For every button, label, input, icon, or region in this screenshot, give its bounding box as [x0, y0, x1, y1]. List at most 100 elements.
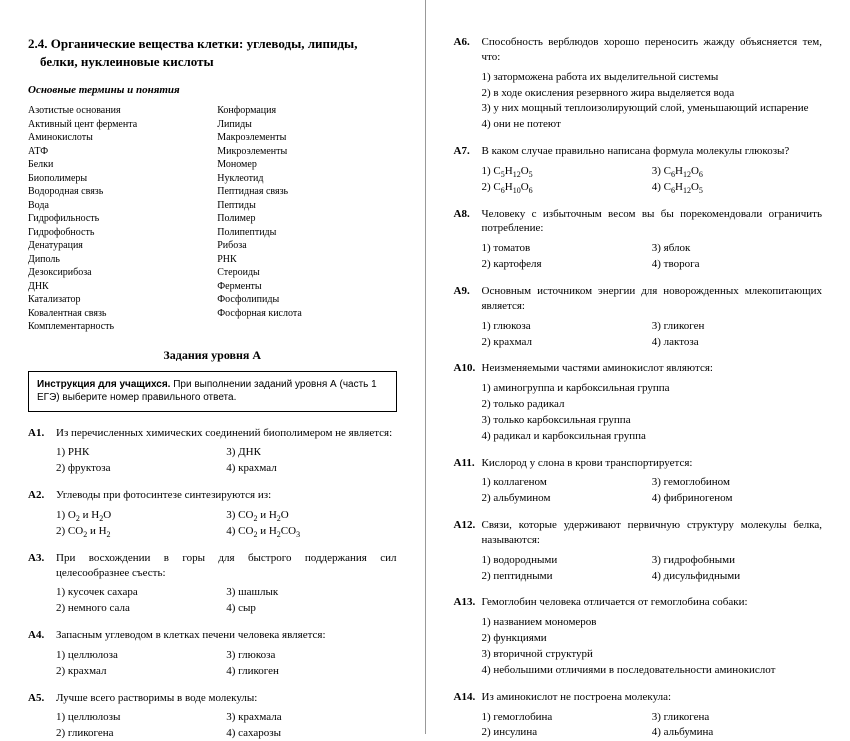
term-item: Биополимеры	[28, 172, 207, 186]
q-text: Человеку с избыточным весом вы бы пореко…	[482, 207, 823, 237]
opt: 4) радикал и карбоксильная группа	[482, 429, 823, 444]
opt: 1) РНК	[56, 445, 226, 460]
term-item: АТФ	[28, 145, 207, 159]
q-text: Неизменяемыми частями аминокислот являют…	[482, 361, 823, 376]
term-item: Водородная связь	[28, 185, 207, 199]
question-a5: А5. Лучше всего растворимы в воде молеку…	[28, 691, 397, 741]
opt: 1) глюкоза	[482, 319, 652, 334]
page: 2.4. Органические вещества клетки: углев…	[0, 0, 850, 734]
q-num: А14.	[454, 690, 482, 705]
q-text: В каком случае правильно написана формул…	[482, 144, 823, 159]
opt: 3) гликогена	[652, 710, 822, 725]
q-text: Основным источником энергии для новорожд…	[482, 284, 823, 314]
q-num: А11.	[454, 456, 482, 471]
opt: 4) лактоза	[652, 335, 822, 350]
question-a10: А10. Неизменяемыми частями аминокислот я…	[454, 361, 823, 443]
opt: 2) фруктоза	[56, 461, 226, 476]
instruction-box: Инструкция для учащихся. При выполнении …	[28, 371, 397, 412]
opt: 1) водородными	[482, 553, 652, 568]
opt: 4) небольшими отличиями в последовательн…	[482, 663, 823, 678]
question-a1: А1. Из перечисленных химических соединен…	[28, 426, 397, 477]
term-item: Рибоза	[217, 239, 396, 253]
opt: 2) функциями	[482, 631, 823, 646]
opt: 3) гемоглобином	[652, 475, 822, 490]
opt: 1) заторможена работа их выделительной с…	[482, 70, 823, 85]
term-item: Полимер	[217, 212, 396, 226]
terms-heading: Основные термины и понятия	[28, 84, 397, 96]
opt: 1) аминогруппа и карбоксильная группа	[482, 381, 823, 396]
term-item: Пептиды	[217, 199, 396, 213]
term-item: Липиды	[217, 118, 396, 132]
question-a12: А12. Связи, которые удерживают первичную…	[454, 518, 823, 583]
term-item: Фосфорная кислота	[217, 307, 396, 321]
q-text: Запасным углеводом в клетках печени чело…	[56, 628, 397, 643]
opt: 2) только радикал	[482, 397, 823, 412]
term-item: Ферменты	[217, 280, 396, 294]
q-num: А13.	[454, 595, 482, 610]
term-item: Диполь	[28, 253, 207, 267]
opt: 3) CO2 и H2O	[226, 508, 396, 523]
term-item: Стероиды	[217, 266, 396, 280]
q-num: А7.	[454, 144, 482, 159]
opt: 2) немного сала	[56, 601, 226, 616]
term-item: Конформация	[217, 104, 396, 118]
question-a4: А4. Запасным углеводом в клетках печени …	[28, 628, 397, 679]
q-num: А5.	[28, 691, 56, 706]
term-item: Катализатор	[28, 293, 207, 307]
term-item: Активный цент фермента	[28, 118, 207, 132]
terms-col1: Азотистые основанияАктивный цент фермент…	[28, 104, 207, 334]
opt: 1) O2 и H2O	[56, 508, 226, 523]
opt: 1) томатов	[482, 241, 652, 256]
opt: 3) вторичной структурй	[482, 647, 823, 662]
q-num: А1.	[28, 426, 56, 441]
opt: 3) гликоген	[652, 319, 822, 334]
opt: 1) названием мономеров	[482, 615, 823, 630]
opt: 4) дисульфидными	[652, 569, 822, 584]
opt: 2) в ходе окисления резервного жира выде…	[482, 86, 823, 101]
opt: 4) сыр	[226, 601, 396, 616]
opt: 3) шашлык	[226, 585, 396, 600]
opt: 3) глюкоза	[226, 648, 396, 663]
q-text: Из аминокислот не построена молекула:	[482, 690, 823, 705]
question-a3: А3. При восхождении в горы для быстрого …	[28, 551, 397, 616]
term-item: РНК	[217, 253, 396, 267]
question-a13: А13. Гемоглобин человека отличается от г…	[454, 595, 823, 677]
q-text: Лучше всего растворимы в воде молекулы:	[56, 691, 397, 706]
tasks-heading: Задания уровня А	[28, 348, 397, 363]
opt: 3) только карбоксильная группа	[482, 413, 823, 428]
q-num: А4.	[28, 628, 56, 643]
term-item: Белки	[28, 158, 207, 172]
question-a11: А11. Кислород у слона в крови транспорти…	[454, 456, 823, 507]
term-item: Денатурация	[28, 239, 207, 253]
term-item: Аминокислоты	[28, 131, 207, 145]
question-a14: А14. Из аминокислот не построена молекул…	[454, 690, 823, 741]
opt: 4) гликоген	[226, 664, 396, 679]
q-num: А9.	[454, 284, 482, 314]
opt: 1) целлюлоза	[56, 648, 226, 663]
opt: 4) C6H12O5	[652, 180, 822, 195]
question-a7: А7. В каком случае правильно написана фо…	[454, 144, 823, 195]
opt: 3) гидрофобными	[652, 553, 822, 568]
opt: 4) фибриногеном	[652, 491, 822, 506]
opt: 3) C6H12O6	[652, 164, 822, 179]
term-item: Комплементарность	[28, 320, 207, 334]
opt: 3) яблок	[652, 241, 822, 256]
terms-list: Азотистые основанияАктивный цент фермент…	[28, 104, 397, 334]
opt: 2) крахмал	[56, 664, 226, 679]
q-text: Связи, которые удерживают первичную стру…	[482, 518, 823, 548]
left-column: 2.4. Органические вещества клетки: углев…	[0, 0, 426, 734]
opt: 4) CO2 и H2CO3	[226, 524, 396, 539]
question-a9: А9. Основным источником энергии для ново…	[454, 284, 823, 349]
term-item: ДНК	[28, 280, 207, 294]
opt: 2) альбумином	[482, 491, 652, 506]
question-a8: А8. Человеку с избыточным весом вы бы по…	[454, 207, 823, 272]
question-a2: А2. Углеводы при фотосинтезе синтезируют…	[28, 488, 397, 539]
opt: 4) творога	[652, 257, 822, 272]
term-item: Полипептиды	[217, 226, 396, 240]
q-num: А8.	[454, 207, 482, 237]
opt: 2) крахмал	[482, 335, 652, 350]
q-num: А3.	[28, 551, 56, 581]
term-item: Гидрофобность	[28, 226, 207, 240]
term-item: Макроэлементы	[217, 131, 396, 145]
q-num: А12.	[454, 518, 482, 548]
